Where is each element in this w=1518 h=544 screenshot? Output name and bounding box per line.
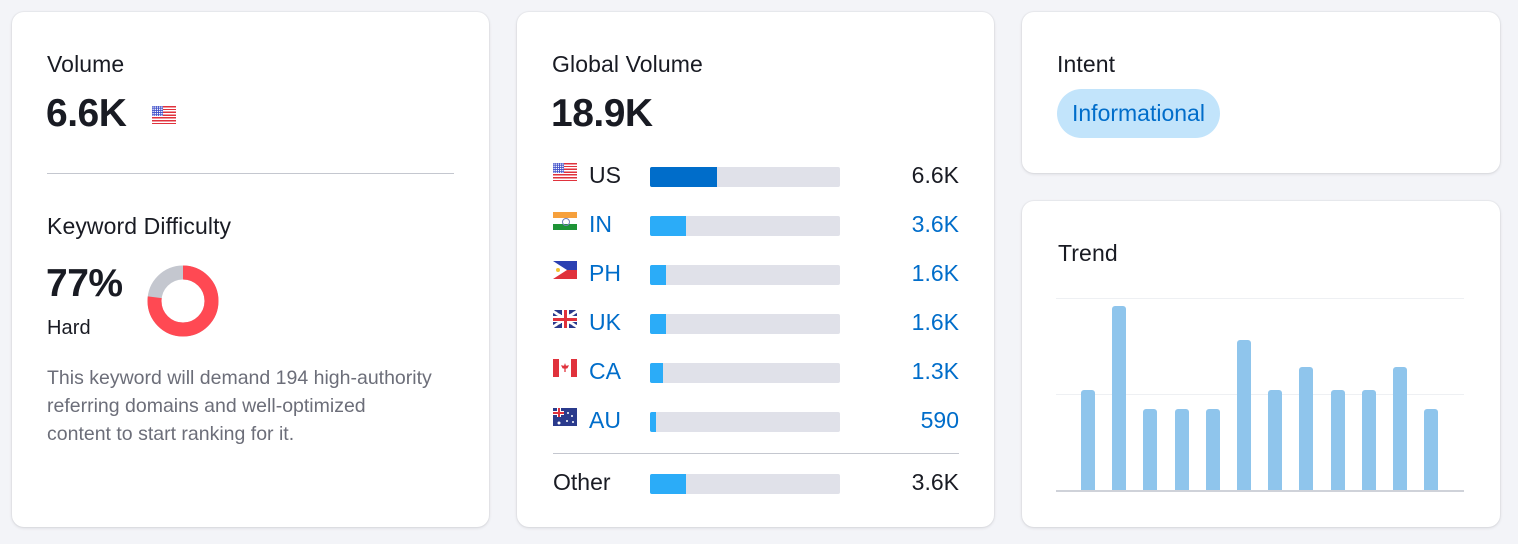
volume-bar-fill bbox=[650, 412, 656, 432]
country-row-au[interactable]: AU 590 bbox=[553, 407, 959, 437]
country-code-link[interactable]: AU bbox=[589, 407, 621, 433]
country-row-uk[interactable]: UK 1.6K bbox=[553, 309, 959, 339]
other-volume: 3.6K bbox=[911, 469, 959, 495]
trend-bar[interactable] bbox=[1299, 367, 1314, 490]
country-volume-link[interactable]: 590 bbox=[920, 407, 959, 433]
trend-title: Trend bbox=[1058, 240, 1118, 266]
country-code-link[interactable]: UK bbox=[589, 309, 621, 335]
volume-bar-fill bbox=[650, 265, 667, 285]
trend-bar[interactable] bbox=[1174, 409, 1189, 490]
country-row-us: US 6.6K bbox=[553, 162, 959, 192]
volume-bar-track bbox=[650, 314, 840, 334]
chart-baseline bbox=[1056, 490, 1464, 492]
trend-bar[interactable] bbox=[1330, 390, 1345, 490]
divider bbox=[553, 453, 959, 454]
trend-bar[interactable] bbox=[1424, 409, 1439, 490]
trend-bar[interactable] bbox=[1237, 340, 1251, 490]
volume-card: Volume 6.6K Keyword Difficulty 77% Hard … bbox=[12, 12, 489, 527]
global-volume-value: 18.9K bbox=[551, 92, 653, 135]
intent-card: Intent Informational bbox=[1022, 12, 1500, 173]
difficulty-percent: 77% bbox=[46, 262, 123, 305]
country-row-ca[interactable]: CA 1.3K bbox=[553, 358, 959, 388]
trend-bar[interactable] bbox=[1393, 367, 1407, 490]
difficulty-description: This keyword will demand 194 high-author… bbox=[47, 367, 432, 445]
gridline bbox=[1056, 298, 1464, 299]
country-volume-link[interactable]: 1.6K bbox=[911, 260, 959, 286]
global-volume-title: Global Volume bbox=[552, 51, 703, 77]
volume-bar-track bbox=[650, 474, 840, 494]
trend-bar[interactable] bbox=[1143, 409, 1158, 490]
trend-bar[interactable] bbox=[1361, 390, 1376, 490]
trend-bar[interactable] bbox=[1268, 390, 1283, 490]
country-code-link[interactable]: CA bbox=[589, 358, 621, 384]
uk-flag-icon bbox=[553, 310, 577, 328]
country-volume: 6.6K bbox=[911, 162, 959, 188]
difficulty-level: Hard bbox=[47, 317, 91, 339]
intent-badge: Informational bbox=[1057, 89, 1220, 138]
volume-bar-fill bbox=[650, 216, 687, 236]
gridline bbox=[1056, 394, 1464, 395]
volume-bar-track bbox=[650, 265, 840, 285]
volume-bar-fill bbox=[650, 167, 717, 187]
country-code-link[interactable]: PH bbox=[589, 260, 621, 286]
us-flag-icon bbox=[152, 106, 176, 124]
intent-title: Intent bbox=[1057, 51, 1116, 77]
trend-bar[interactable] bbox=[1112, 305, 1127, 490]
country-code: US bbox=[589, 162, 621, 188]
country-row-ph[interactable]: PH 1.6K bbox=[553, 260, 959, 290]
volume-bar-fill bbox=[650, 474, 687, 494]
divider bbox=[47, 173, 454, 174]
volume-bar-track bbox=[650, 216, 840, 236]
india-flag-icon bbox=[553, 212, 577, 230]
volume-bar-fill bbox=[650, 314, 667, 334]
australia-flag-icon bbox=[553, 408, 577, 426]
volume-bar-track bbox=[650, 167, 840, 187]
trend-card: Trend bbox=[1022, 201, 1500, 527]
trend-bar[interactable] bbox=[1081, 390, 1095, 490]
volume-value: 6.6K bbox=[46, 92, 127, 135]
volume-bar-fill bbox=[650, 363, 664, 383]
country-row-in[interactable]: IN 3.6K bbox=[553, 211, 959, 241]
volume-bar-track bbox=[650, 363, 840, 383]
us-flag-icon bbox=[553, 163, 577, 181]
difficulty-donut-icon bbox=[147, 265, 219, 337]
country-volume-link[interactable]: 1.3K bbox=[911, 358, 959, 384]
trend-bar[interactable] bbox=[1205, 409, 1220, 490]
volume-title: Volume bbox=[47, 51, 125, 77]
country-code-link[interactable]: IN bbox=[589, 211, 612, 237]
canada-flag-icon bbox=[553, 359, 577, 377]
volume-bar-track bbox=[650, 412, 840, 432]
philippines-flag-icon bbox=[553, 261, 577, 279]
keyword-difficulty-title: Keyword Difficulty bbox=[47, 213, 232, 239]
country-volume-link[interactable]: 3.6K bbox=[911, 211, 959, 237]
global-volume-card: Global Volume 18.9K US 6.6K IN 3.6K PH 1… bbox=[517, 12, 994, 527]
trend-chart bbox=[1022, 201, 1500, 527]
country-row-other: Other 3.6K bbox=[553, 469, 959, 499]
country-volume-link[interactable]: 1.6K bbox=[911, 309, 959, 335]
other-label: Other bbox=[553, 469, 611, 495]
